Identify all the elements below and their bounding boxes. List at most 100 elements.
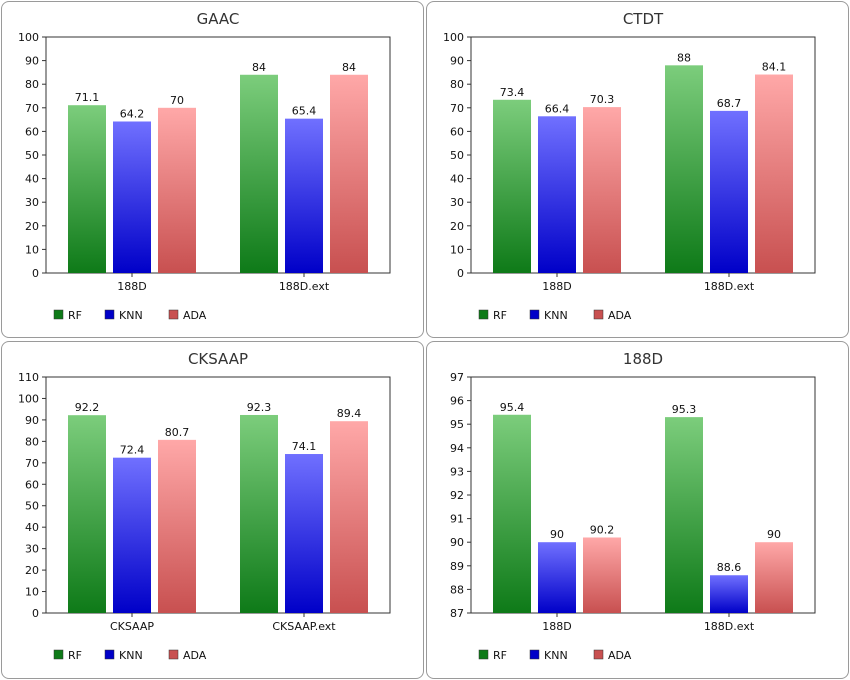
y-tick-label: 70: [25, 102, 39, 115]
bar-rf: [493, 414, 531, 613]
y-tick-label: 87: [450, 607, 464, 620]
legend-label-ada: ADA: [608, 309, 632, 322]
y-tick-label: 60: [25, 478, 39, 491]
bar-knn: [538, 542, 576, 613]
data-label: 84: [252, 61, 266, 74]
bar-knn: [710, 110, 748, 273]
y-tick-label: 30: [25, 196, 39, 209]
legend-swatch-ada: [168, 649, 179, 660]
x-category-label: 188D: [542, 280, 571, 293]
bar-ada: [330, 74, 368, 273]
legend-swatch-ada: [593, 649, 604, 660]
data-label: 84.1: [762, 61, 787, 74]
chart-title: GAAC: [197, 10, 240, 28]
bar-ada: [583, 107, 621, 273]
data-label: 64.2: [120, 107, 145, 120]
chart-ctdt: CTDT 0 10 20 30 40 50 60 70 80 90 100 73.4 66.4 70.3 18…: [443, 10, 816, 322]
y-tick-label: 88: [450, 583, 464, 596]
y-tick-label: 60: [450, 125, 464, 138]
y-tick-label: 10: [450, 243, 464, 256]
chart-cksaap: CKSAAP 0 10 20 30 40 50 60 70 80 90 100 110 92.2 72.4 8…: [18, 350, 391, 662]
bar-rf: [68, 105, 106, 273]
y-tick-label: 30: [450, 196, 464, 209]
chart-panel-188d: 188D 87 88 89 90 91 92 93 94 95 96 97 95.4 90 90.2 188D…: [426, 341, 849, 679]
data-label: 90: [550, 528, 564, 541]
bar-rf: [665, 417, 703, 613]
bar-ada: [755, 74, 793, 273]
data-label: 89.4: [337, 407, 362, 420]
y-tick-label: 95: [450, 418, 464, 431]
plot-frame: [45, 376, 391, 614]
chart-panel-ctdt: CTDT 0 10 20 30 40 50 60 70 80 90 100 73.4 66.4 70.3 18…: [426, 1, 849, 338]
y-tick-label: 97: [450, 371, 464, 384]
bar-rf: [68, 415, 106, 613]
bar-rf: [240, 74, 278, 273]
legend-label-rf: RF: [68, 309, 82, 322]
data-label: 70: [170, 94, 184, 107]
y-tick-label: 90: [25, 55, 39, 68]
data-label: 84: [342, 61, 356, 74]
legend-swatch-rf: [53, 309, 64, 320]
chart-panel-cksaap: CKSAAP 0 10 20 30 40 50 60 70 80 90 100 110 92.2 72.4 8…: [1, 341, 424, 679]
legend-label-knn: KNN: [119, 649, 143, 662]
legend-label-knn: KNN: [544, 309, 568, 322]
y-tick-label: 0: [32, 267, 39, 280]
data-label: 90.2: [590, 523, 615, 536]
y-tick-label: 30: [25, 543, 39, 556]
bar-rf: [493, 99, 531, 273]
chart-title: 188D: [623, 350, 663, 368]
chart-title: CKSAAP: [188, 350, 248, 368]
legend-swatch-rf: [478, 309, 489, 320]
x-category-label: 188D.ext: [279, 280, 330, 293]
y-tick-label: 0: [32, 607, 39, 620]
data-label: 92.2: [75, 401, 100, 414]
bar-ada: [330, 421, 368, 613]
y-tick-label: 20: [450, 220, 464, 233]
y-tick-label: 92: [450, 489, 464, 502]
legend-swatch-ada: [168, 309, 179, 320]
legend-swatch-rf: [478, 649, 489, 660]
y-tick-label: 80: [25, 78, 39, 91]
y-tick-label: 50: [25, 500, 39, 513]
chart-188d: 188D 87 88 89 90 91 92 93 94 95 96 97 95.4 90 90.2 188D…: [450, 350, 816, 662]
bar-ada: [755, 542, 793, 613]
bar-knn: [113, 457, 151, 613]
y-tick-label: 10: [25, 586, 39, 599]
legend-label-rf: RF: [493, 649, 507, 662]
y-tick-label: 96: [450, 395, 464, 408]
x-category-label: 188D.ext: [704, 280, 755, 293]
y-tick-label: 10: [25, 243, 39, 256]
y-tick-label: 100: [18, 392, 39, 405]
y-tick-label: 80: [450, 78, 464, 91]
data-label: 72.4: [120, 444, 145, 457]
chart-gaac: GAAC 0 10 20 30 40 50 60 70 80 90 100 71.1 64.2 70 188D…: [18, 10, 391, 322]
data-label: 74.1: [292, 440, 317, 453]
chart-panel-gaac: GAAC 0 10 20 30 40 50 60 70 80 90 100 71.1 64.2 70 188D…: [1, 1, 424, 338]
y-tick-label: 90: [450, 536, 464, 549]
data-label: 95.3: [672, 403, 697, 416]
legend-swatch-knn: [104, 649, 115, 660]
legend-label-rf: RF: [493, 309, 507, 322]
bar-knn: [538, 116, 576, 274]
x-category-label: CKSAAP.ext: [272, 620, 336, 633]
y-tick-label: 70: [450, 102, 464, 115]
y-tick-label: 89: [450, 560, 464, 573]
legend-label-ada: ADA: [183, 309, 207, 322]
bar-ada: [583, 537, 621, 613]
chart-title: CTDT: [623, 10, 664, 28]
x-category-label: 188D: [117, 280, 146, 293]
y-tick-label: 20: [25, 220, 39, 233]
bar-ada: [158, 107, 196, 273]
data-label: 92.3: [247, 401, 272, 414]
legend-swatch-knn: [104, 309, 115, 320]
legend-swatch-knn: [529, 649, 540, 660]
bar-knn: [285, 454, 323, 613]
bar-ada: [158, 439, 196, 613]
bar-knn: [710, 575, 748, 613]
bar-rf: [665, 65, 703, 273]
data-label: 95.4: [500, 401, 525, 414]
bar-rf: [240, 414, 278, 613]
y-tick-label: 90: [450, 55, 464, 68]
legend-label-knn: KNN: [544, 649, 568, 662]
y-tick-label: 50: [450, 149, 464, 162]
